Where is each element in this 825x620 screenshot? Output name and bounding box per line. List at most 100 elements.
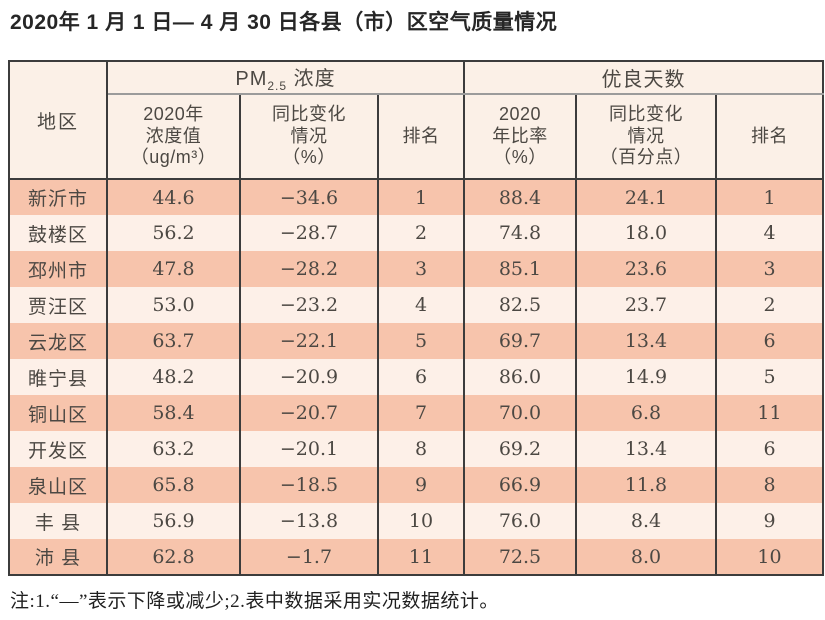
footnote: 注:1.“—”表示下降或减少;2.表中数据采用实况数据统计。 xyxy=(10,591,499,612)
region-cell: 开发区 xyxy=(8,431,108,467)
good-rank-cell: 9 xyxy=(715,503,824,539)
good-ratio-cell: 85.1 xyxy=(463,251,577,287)
pm-change-cell: −13.8 xyxy=(239,503,379,539)
good-ratio-cell: 82.5 xyxy=(463,287,577,323)
table-row: 丰 县 56.9 −13.8 10 76.0 8.4 9 xyxy=(8,503,824,539)
good-rank-cell: 1 xyxy=(715,179,824,215)
good-rank-cell: 8 xyxy=(715,467,824,503)
good-change-cell: 13.4 xyxy=(575,323,717,359)
good-rank-cell: 11 xyxy=(715,395,824,431)
good-change-cell: 8.4 xyxy=(575,503,717,539)
air-quality-table: 地区 PM2.5 浓度 优良天数 2020年 浓度值 （ug/m³） 同比变化 … xyxy=(8,60,824,576)
table-row: 鼓楼区 56.2 −28.7 2 74.8 18.0 4 xyxy=(8,215,824,251)
good-rank-cell: 10 xyxy=(715,539,824,575)
table-row: 新沂市 44.6 −34.6 1 88.4 24.1 1 xyxy=(8,179,824,215)
pm-value-cell: 53.0 xyxy=(106,287,241,323)
region-cell: 邳州市 xyxy=(8,251,108,287)
col-group-pm25: PM2.5 浓度 xyxy=(106,61,465,95)
region-cell: 泉山区 xyxy=(8,467,108,503)
col-header-pm-value: 2020年 浓度值 （ug/m³） xyxy=(106,94,241,180)
col-group-good-days: 优良天数 xyxy=(463,61,824,95)
table-row: 邳州市 47.8 −28.2 3 85.1 23.6 3 xyxy=(8,251,824,287)
table-header: 地区 PM2.5 浓度 优良天数 2020年 浓度值 （ug/m³） 同比变化 … xyxy=(8,61,824,180)
good-ratio-cell: 69.2 xyxy=(463,431,577,467)
col-header-good-rank: 排名 xyxy=(715,94,824,180)
good-rank-cell: 6 xyxy=(715,431,824,467)
table-row: 睢宁县 48.2 −20.9 6 86.0 14.9 5 xyxy=(8,359,824,395)
good-rank-cell: 6 xyxy=(715,323,824,359)
pm-value-cell: 58.4 xyxy=(106,395,241,431)
region-cell: 新沂市 xyxy=(8,179,108,215)
good-rank-cell: 2 xyxy=(715,287,824,323)
good-ratio-cell: 66.9 xyxy=(463,467,577,503)
pm-rank-cell: 3 xyxy=(377,251,465,287)
table-row: 云龙区 63.7 −22.1 5 69.7 13.4 6 xyxy=(8,323,824,359)
page-title: 2020年 1 月 1 日— 4 月 30 日各县（市）区空气质量情况 xyxy=(10,11,558,34)
good-change-cell: 13.4 xyxy=(575,431,717,467)
good-change-cell: 6.8 xyxy=(575,395,717,431)
good-ratio-cell: 88.4 xyxy=(463,179,577,215)
pm-change-cell: −1.7 xyxy=(239,539,379,575)
pm-rank-cell: 8 xyxy=(377,431,465,467)
pm-value-cell: 65.8 xyxy=(106,467,241,503)
pm-rank-cell: 5 xyxy=(377,323,465,359)
good-ratio-cell: 69.7 xyxy=(463,323,577,359)
pm-change-cell: −34.6 xyxy=(239,179,379,215)
region-cell: 铜山区 xyxy=(8,395,108,431)
sub-header-row: 2020年 浓度值 （ug/m³） 同比变化 情况 （%） 排名 2020 年比… xyxy=(9,94,824,180)
col-header-pm-rank: 排名 xyxy=(377,94,465,180)
good-change-cell: 18.0 xyxy=(575,215,717,251)
good-ratio-cell: 86.0 xyxy=(463,359,577,395)
good-ratio-cell: 70.0 xyxy=(463,395,577,431)
col-header-pm-change: 同比变化 情况 （%） xyxy=(239,94,379,180)
good-rank-cell: 4 xyxy=(715,215,824,251)
table-row: 沛 县 62.8 −1.7 11 72.5 8.0 10 xyxy=(8,539,824,575)
pm-value-cell: 48.2 xyxy=(106,359,241,395)
pm-change-cell: −20.9 xyxy=(239,359,379,395)
pm-change-cell: −20.7 xyxy=(239,395,379,431)
pm-value-cell: 63.7 xyxy=(106,323,241,359)
pm-rank-cell: 1 xyxy=(377,179,465,215)
pm-value-cell: 44.6 xyxy=(106,179,241,215)
good-rank-cell: 5 xyxy=(715,359,824,395)
pm-value-cell: 63.2 xyxy=(106,431,241,467)
good-rank-cell: 3 xyxy=(715,251,824,287)
region-cell: 沛 县 xyxy=(8,539,108,575)
pm-change-cell: −18.5 xyxy=(239,467,379,503)
pm-rank-cell: 7 xyxy=(377,395,465,431)
pm-rank-cell: 11 xyxy=(377,539,465,575)
region-cell: 云龙区 xyxy=(8,323,108,359)
good-change-cell: 23.7 xyxy=(575,287,717,323)
pm-value-cell: 56.9 xyxy=(106,503,241,539)
table-row: 开发区 63.2 −20.1 8 69.2 13.4 6 xyxy=(8,431,824,467)
table-row: 贾汪区 53.0 −23.2 4 82.5 23.7 2 xyxy=(8,287,824,323)
good-change-cell: 11.8 xyxy=(575,467,717,503)
pm-value-cell: 47.8 xyxy=(106,251,241,287)
pm-rank-cell: 10 xyxy=(377,503,465,539)
good-change-cell: 8.0 xyxy=(575,539,717,575)
table-row: 泉山区 65.8 −18.5 9 66.9 11.8 8 xyxy=(8,467,824,503)
good-change-cell: 24.1 xyxy=(575,179,717,215)
pm-rank-cell: 4 xyxy=(377,287,465,323)
good-ratio-cell: 72.5 xyxy=(463,539,577,575)
good-change-cell: 14.9 xyxy=(575,359,717,395)
good-ratio-cell: 76.0 xyxy=(463,503,577,539)
pm-rank-cell: 6 xyxy=(377,359,465,395)
good-change-cell: 23.6 xyxy=(575,251,717,287)
pm-change-cell: −20.1 xyxy=(239,431,379,467)
region-cell: 贾汪区 xyxy=(8,287,108,323)
pm-rank-cell: 2 xyxy=(377,215,465,251)
region-cell: 睢宁县 xyxy=(8,359,108,395)
pm-change-cell: −22.1 xyxy=(239,323,379,359)
good-ratio-cell: 74.8 xyxy=(463,215,577,251)
col-header-good-ratio: 2020 年比率 （%） xyxy=(463,94,577,180)
table-row: 铜山区 58.4 −20.7 7 70.0 6.8 11 xyxy=(8,395,824,431)
table-body: 新沂市 44.6 −34.6 1 88.4 24.1 1 鼓楼区 56.2 −2… xyxy=(8,179,824,575)
pm25-subscript: 2.5 xyxy=(267,79,288,93)
pm-value-cell: 56.2 xyxy=(106,215,241,251)
pm-rank-cell: 9 xyxy=(377,467,465,503)
col-header-region: 地区 xyxy=(8,61,108,180)
pm-change-cell: −28.7 xyxy=(239,215,379,251)
col-header-good-change: 同比变化 情况 （百分点） xyxy=(575,94,717,180)
pm-value-cell: 62.8 xyxy=(106,539,241,575)
